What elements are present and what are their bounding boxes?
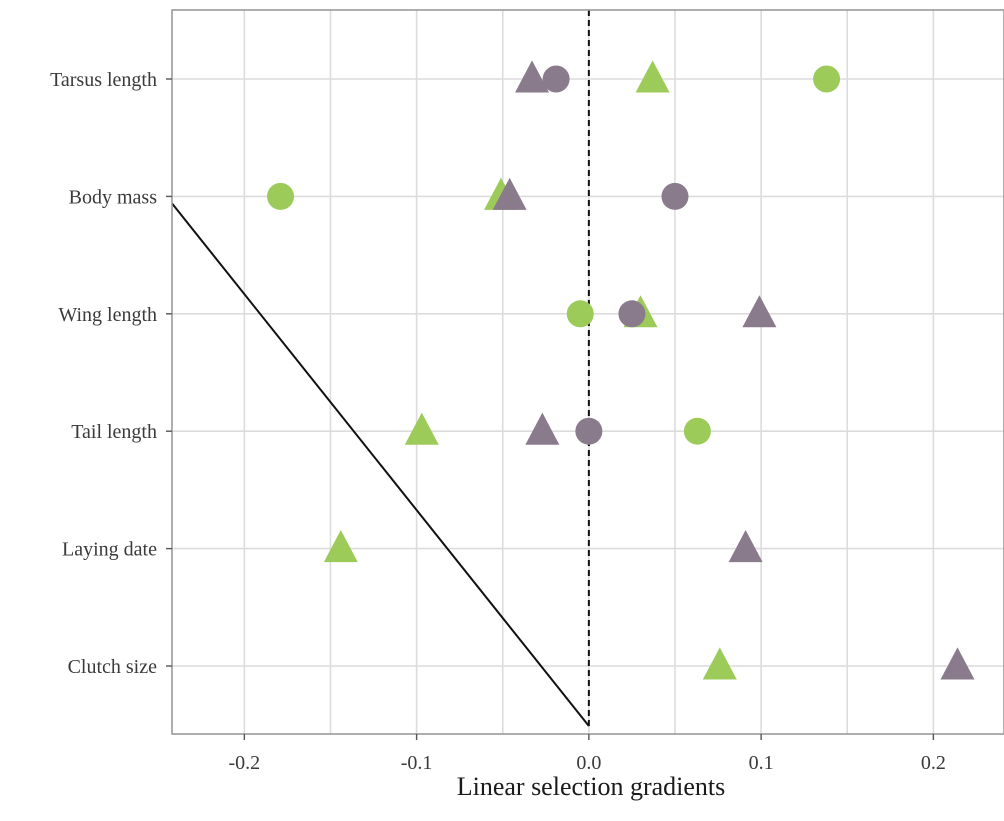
green-circle-point: [566, 300, 594, 328]
y-axis-labels: Tarsus length Body mass Wing length Tail le…: [50, 69, 157, 678]
reference-lines: [171, 10, 590, 727]
y-tick-label: Wing length: [58, 304, 157, 326]
purple-triangle-point: [525, 412, 560, 445]
y-tick-label: Tarsus length: [50, 69, 157, 91]
x-tick-label: 0.1: [749, 752, 774, 774]
x-axis-labels: -0.2 -0.1 0.0 0.1 0.2: [229, 752, 946, 774]
green-triangle-point: [635, 60, 670, 93]
green-triangle-point: [702, 647, 737, 680]
green-circle-point: [813, 65, 841, 93]
x-tick-label: 0.2: [921, 752, 946, 774]
purple-triangle-point: [515, 60, 550, 93]
purple-circle-point: [575, 417, 603, 445]
purple-triangle-point: [728, 530, 763, 563]
green-circle-point: [267, 182, 295, 210]
purple-circle-point: [618, 300, 646, 328]
green-triangle-point: [323, 530, 358, 563]
axis-ticks: [166, 78, 935, 740]
y-tick-label: Tail length: [71, 421, 157, 443]
x-tick-label: 0.0: [576, 752, 601, 774]
green-triangle-point: [404, 412, 439, 445]
y-tick-label: Laying date: [62, 539, 157, 561]
purple-triangle-point: [492, 177, 527, 210]
purple-circle-point: [542, 65, 570, 93]
y-tick-label: Body mass: [69, 186, 158, 208]
purple-triangle-point: [742, 295, 777, 328]
purple-triangle-point: [940, 647, 975, 680]
green-circle-point: [683, 417, 711, 445]
x-tick-label: -0.1: [401, 752, 433, 774]
plot-panel-border: [171, 9, 1004, 735]
x-tick-label: -0.2: [229, 752, 261, 774]
diagonal-line: [171, 202, 590, 727]
data-marks: [267, 60, 975, 680]
purple-circle-point: [661, 182, 689, 210]
y-tick-label: Clutch size: [68, 656, 158, 678]
x-axis-title: Linear selection gradients: [457, 772, 726, 801]
